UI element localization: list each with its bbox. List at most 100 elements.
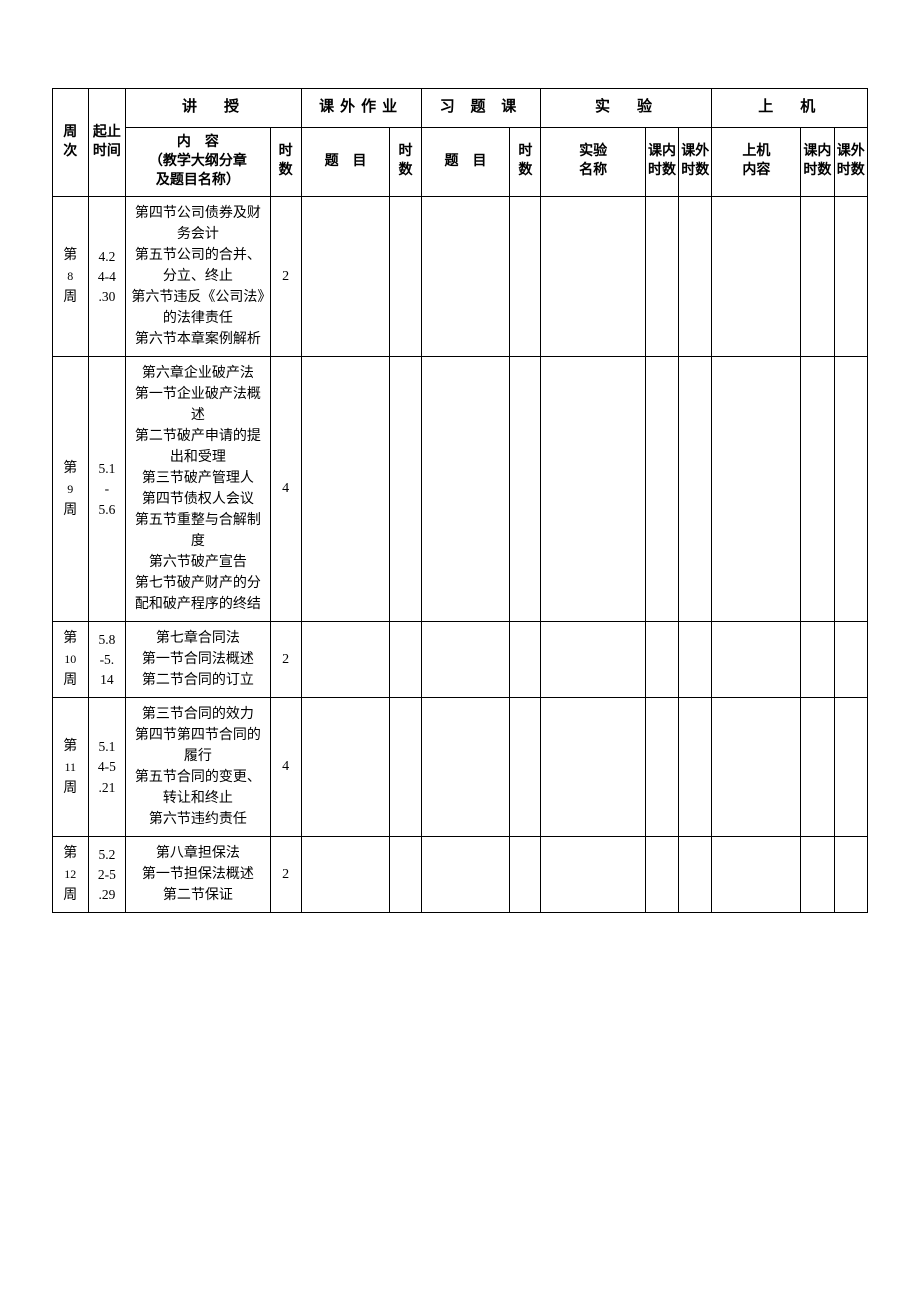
cell-lecture-hours: 4: [270, 357, 301, 622]
cell-lab-name: [541, 698, 645, 837]
week-number: 8: [67, 269, 73, 283]
cell-hw-hours: [390, 837, 421, 913]
cell-lab-inhours: [645, 197, 678, 357]
subheader-pc-content: 上机内容: [712, 127, 801, 197]
table-row: 第 12 周 5.22-5.29第八章担保法第一节担保法概述第二节保证2: [53, 837, 868, 913]
cell-pc-outhours: [834, 357, 867, 622]
cell-lecture-hours: 2: [270, 197, 301, 357]
table-row: 第 10 周 5.8-5.14第七章合同法第一节合同法概述第二节合同的订立2: [53, 622, 868, 698]
week-prefix: 第: [63, 631, 77, 646]
cell-lab-outhours: [679, 698, 712, 837]
header-daterange: 起止时间: [88, 89, 126, 197]
header-pc: 上 机: [712, 89, 868, 128]
cell-lab-inhours: [645, 837, 678, 913]
week-suffix: 周: [63, 673, 77, 688]
cell-content: 第八章担保法第一节担保法概述第二节保证: [126, 837, 270, 913]
cell-hw-hours: [390, 698, 421, 837]
cell-ex-hours: [510, 698, 541, 837]
cell-lecture-hours: 2: [270, 837, 301, 913]
cell-daterange: 5.1-5.6: [88, 357, 126, 622]
table-row: 第 8 周 4.24-4.30第四节公司债券及财务会计第五节公司的合并、分立、终止第六…: [53, 197, 868, 357]
cell-lecture-hours: 2: [270, 622, 301, 698]
teaching-schedule-table: 周次 起止时间 讲 授 课外作业 习 题 课 实 验 上 机 内 容（教学大纲分…: [52, 88, 868, 913]
table-header: 周次 起止时间 讲 授 课外作业 习 题 课 实 验 上 机 内 容（教学大纲分…: [53, 89, 868, 197]
cell-hw-topic: [301, 837, 390, 913]
cell-week: 第 8 周: [53, 197, 89, 357]
week-number: 9: [67, 482, 73, 496]
cell-pc-outhours: [834, 698, 867, 837]
cell-ex-topic: [421, 622, 510, 698]
week-number: 10: [64, 652, 76, 666]
cell-lab-inhours: [645, 357, 678, 622]
cell-daterange: 5.14-5.21: [88, 698, 126, 837]
cell-ex-topic: [421, 357, 510, 622]
cell-hw-topic: [301, 197, 390, 357]
table-row: 第11周5.14-5.21第三节合同的效力第四节第四节合同的履行第五节合同的变更…: [53, 698, 868, 837]
cell-pc-content: [712, 698, 801, 837]
subheader-lab-name: 实验名称: [541, 127, 645, 197]
cell-hw-topic: [301, 698, 390, 837]
header-exercise: 习 题 课: [421, 89, 541, 128]
cell-pc-inhours: [801, 197, 834, 357]
cell-hw-hours: [390, 197, 421, 357]
week-prefix: 第: [63, 846, 77, 861]
subheader-content: 内 容（教学大纲分章及题目名称）: [126, 127, 270, 197]
cell-pc-inhours: [801, 357, 834, 622]
cell-pc-content: [712, 357, 801, 622]
subheader-hw-hours: 时数: [390, 127, 421, 197]
subheader-hours-1: 时数: [270, 127, 301, 197]
subheader-ex-hours: 时数: [510, 127, 541, 197]
week-suffix: 周: [63, 503, 77, 518]
cell-pc-inhours: [801, 698, 834, 837]
cell-hw-hours: [390, 622, 421, 698]
cell-pc-outhours: [834, 837, 867, 913]
table-body: 第 8 周 4.24-4.30第四节公司债券及财务会计第五节公司的合并、分立、终止第六…: [53, 197, 868, 913]
cell-ex-hours: [510, 197, 541, 357]
week-number: 11: [64, 760, 76, 774]
cell-lab-inhours: [645, 698, 678, 837]
cell-week: 第 9 周: [53, 357, 89, 622]
cell-content: 第四节公司债券及财务会计第五节公司的合并、分立、终止第六节违反《公司法》的法律责…: [126, 197, 270, 357]
cell-ex-topic: [421, 698, 510, 837]
week-prefix: 第: [63, 739, 77, 754]
subheader-lab-outhours: 课外时数: [679, 127, 712, 197]
cell-content: 第六章企业破产法第一节企业破产法概述第二节破产申请的提出和受理第三节破产管理人第…: [126, 357, 270, 622]
cell-pc-content: [712, 837, 801, 913]
cell-week: 第 10 周: [53, 622, 89, 698]
subheader-ex-topic: 题 目: [421, 127, 510, 197]
cell-week: 第 11 周: [53, 698, 89, 837]
cell-ex-hours: [510, 622, 541, 698]
header-week: 周次: [53, 89, 89, 197]
cell-lab-outhours: [679, 197, 712, 357]
cell-content: 第七章合同法第一节合同法概述第二节合同的订立: [126, 622, 270, 698]
header-lab: 实 验: [541, 89, 712, 128]
cell-lab-name: [541, 622, 645, 698]
cell-daterange: 4.24-4.30: [88, 197, 126, 357]
cell-lab-outhours: [679, 357, 712, 622]
cell-hw-hours: [390, 357, 421, 622]
cell-pc-outhours: [834, 622, 867, 698]
week-number: 12: [64, 867, 76, 881]
cell-ex-topic: [421, 197, 510, 357]
cell-daterange: 5.8-5.14: [88, 622, 126, 698]
week-suffix: 周: [63, 290, 77, 305]
cell-ex-hours: [510, 357, 541, 622]
week-prefix: 第: [63, 461, 77, 476]
cell-ex-topic: [421, 837, 510, 913]
cell-lab-name: [541, 357, 645, 622]
cell-week: 第 12 周: [53, 837, 89, 913]
header-homework: 课外作业: [301, 89, 421, 128]
cell-lecture-hours: 4: [270, 698, 301, 837]
cell-pc-inhours: [801, 837, 834, 913]
cell-pc-content: [712, 622, 801, 698]
table-row: 第 9 周 5.1-5.6第六章企业破产法第一节企业破产法概述第二节破产申请的提出和受…: [53, 357, 868, 622]
cell-lab-outhours: [679, 622, 712, 698]
cell-pc-content: [712, 197, 801, 357]
week-suffix: 周: [63, 888, 77, 903]
cell-daterange: 5.22-5.29: [88, 837, 126, 913]
week-prefix: 第: [63, 248, 77, 263]
cell-lab-name: [541, 197, 645, 357]
week-suffix: 周: [63, 781, 77, 796]
cell-lab-inhours: [645, 622, 678, 698]
subheader-pc-outhours: 课外时数: [834, 127, 867, 197]
